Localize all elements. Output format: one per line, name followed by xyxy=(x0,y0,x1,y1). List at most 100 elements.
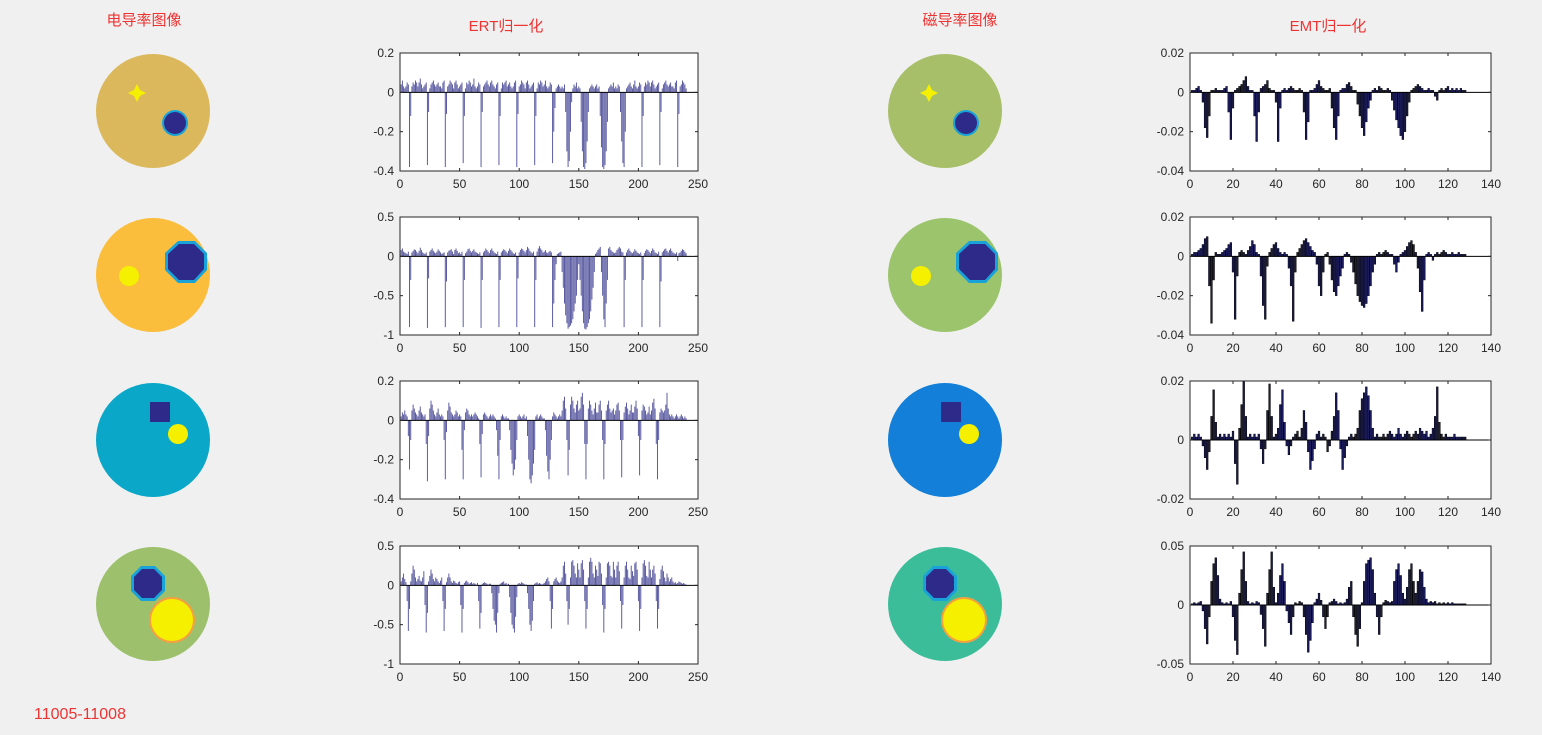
x-tick-label: 200 xyxy=(628,177,648,191)
bar xyxy=(617,248,619,257)
bar xyxy=(596,84,598,93)
bar xyxy=(649,86,651,93)
bar xyxy=(460,416,462,421)
bar xyxy=(1341,256,1344,269)
x-tick-label: 140 xyxy=(1481,670,1501,684)
bar xyxy=(1354,604,1357,635)
bar xyxy=(531,253,533,257)
bar xyxy=(677,256,679,262)
bar xyxy=(1315,433,1318,441)
bar xyxy=(507,583,509,586)
inclusion xyxy=(151,599,193,641)
bar xyxy=(511,420,513,464)
bar xyxy=(455,582,457,586)
bar xyxy=(447,252,449,257)
bar xyxy=(473,249,475,257)
bar xyxy=(1208,256,1211,287)
bar xyxy=(522,82,524,93)
bar xyxy=(639,585,641,631)
bar xyxy=(484,412,486,421)
bar xyxy=(659,92,661,166)
bar xyxy=(1246,250,1250,257)
bar xyxy=(1326,604,1329,618)
bar xyxy=(533,251,534,257)
bar xyxy=(516,256,518,328)
column-title: EMT归一化 xyxy=(1290,18,1367,35)
bar xyxy=(530,252,532,257)
bar xyxy=(533,585,534,602)
bar xyxy=(1378,604,1381,635)
bar xyxy=(1360,92,1364,128)
bar xyxy=(423,253,425,257)
bar xyxy=(1223,250,1226,257)
bar xyxy=(680,250,682,257)
bar xyxy=(623,577,625,586)
bar xyxy=(1433,601,1437,606)
bar xyxy=(406,585,408,602)
bar xyxy=(492,84,494,93)
bar xyxy=(581,256,583,312)
bar xyxy=(589,256,591,320)
bar xyxy=(564,561,565,586)
bar xyxy=(1444,88,1447,93)
bar xyxy=(560,416,562,421)
bar xyxy=(1253,433,1256,441)
bar xyxy=(1326,439,1329,453)
bar xyxy=(463,92,465,116)
bar xyxy=(611,577,613,586)
bar xyxy=(602,256,604,296)
x-tick-label: 60 xyxy=(1312,670,1326,684)
bar xyxy=(568,585,570,609)
bar xyxy=(656,420,658,480)
bar xyxy=(1238,592,1241,606)
bar xyxy=(424,585,426,605)
bar xyxy=(474,251,476,257)
bar xyxy=(1406,246,1409,257)
bar xyxy=(1214,252,1217,257)
y-tick-label: -0.05 xyxy=(1157,657,1185,671)
bar xyxy=(636,88,638,93)
bar xyxy=(1208,604,1211,618)
bar xyxy=(416,581,418,586)
axes-box xyxy=(399,52,699,172)
bar xyxy=(444,256,446,328)
bar xyxy=(417,253,419,257)
bar xyxy=(1406,587,1409,606)
bar xyxy=(500,416,502,421)
bar xyxy=(407,420,409,437)
bar xyxy=(637,585,639,602)
bar xyxy=(1283,422,1286,441)
bar xyxy=(684,416,686,421)
bar xyxy=(1208,92,1211,117)
bar xyxy=(480,585,482,613)
bar xyxy=(505,251,507,257)
bar xyxy=(683,82,685,93)
bar xyxy=(1367,559,1370,606)
bar xyxy=(424,84,426,93)
bar xyxy=(422,252,424,257)
bar xyxy=(451,84,453,93)
bar xyxy=(606,256,608,280)
bar xyxy=(1285,604,1288,612)
bar xyxy=(666,573,668,586)
bar xyxy=(1328,439,1331,447)
bar xyxy=(637,86,639,93)
y-tick-label: -1 xyxy=(383,328,394,342)
bar xyxy=(660,92,662,112)
bar xyxy=(467,410,469,421)
y-tick-label: -1 xyxy=(383,657,394,671)
y-tick-label: 0 xyxy=(387,85,394,99)
bar xyxy=(662,571,664,586)
bar xyxy=(604,585,606,609)
bar xyxy=(633,251,635,257)
bar xyxy=(1395,569,1398,606)
bar xyxy=(629,250,631,257)
bar xyxy=(540,248,542,257)
bar xyxy=(1307,92,1310,123)
bar xyxy=(1259,604,1263,615)
bar xyxy=(1401,92,1404,140)
bar xyxy=(1193,433,1196,441)
bar xyxy=(451,582,453,586)
bar xyxy=(605,410,607,421)
bar xyxy=(1390,433,1394,441)
